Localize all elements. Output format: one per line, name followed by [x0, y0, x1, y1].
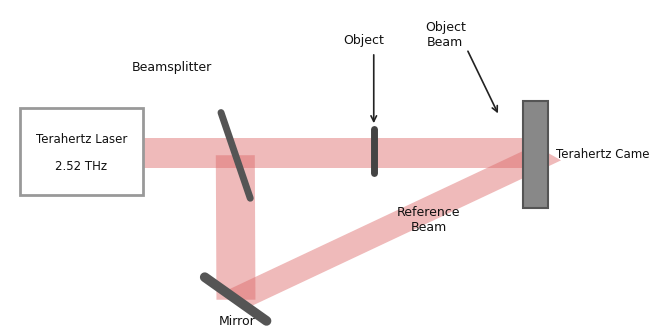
- Text: Mirror: Mirror: [219, 314, 255, 328]
- Polygon shape: [143, 138, 548, 168]
- Text: Object
Beam: Object Beam: [425, 21, 465, 49]
- Text: Terahertz Camera: Terahertz Camera: [556, 148, 650, 161]
- Text: Terahertz Laser: Terahertz Laser: [36, 133, 127, 146]
- Text: Beamsplitter: Beamsplitter: [132, 61, 213, 74]
- Polygon shape: [223, 145, 561, 307]
- Text: 2.52 THz: 2.52 THz: [55, 160, 107, 173]
- Polygon shape: [216, 155, 255, 300]
- FancyBboxPatch shape: [20, 108, 143, 195]
- Text: Object: Object: [344, 34, 384, 47]
- FancyBboxPatch shape: [523, 101, 548, 208]
- Text: Reference
Beam: Reference Beam: [397, 206, 461, 234]
